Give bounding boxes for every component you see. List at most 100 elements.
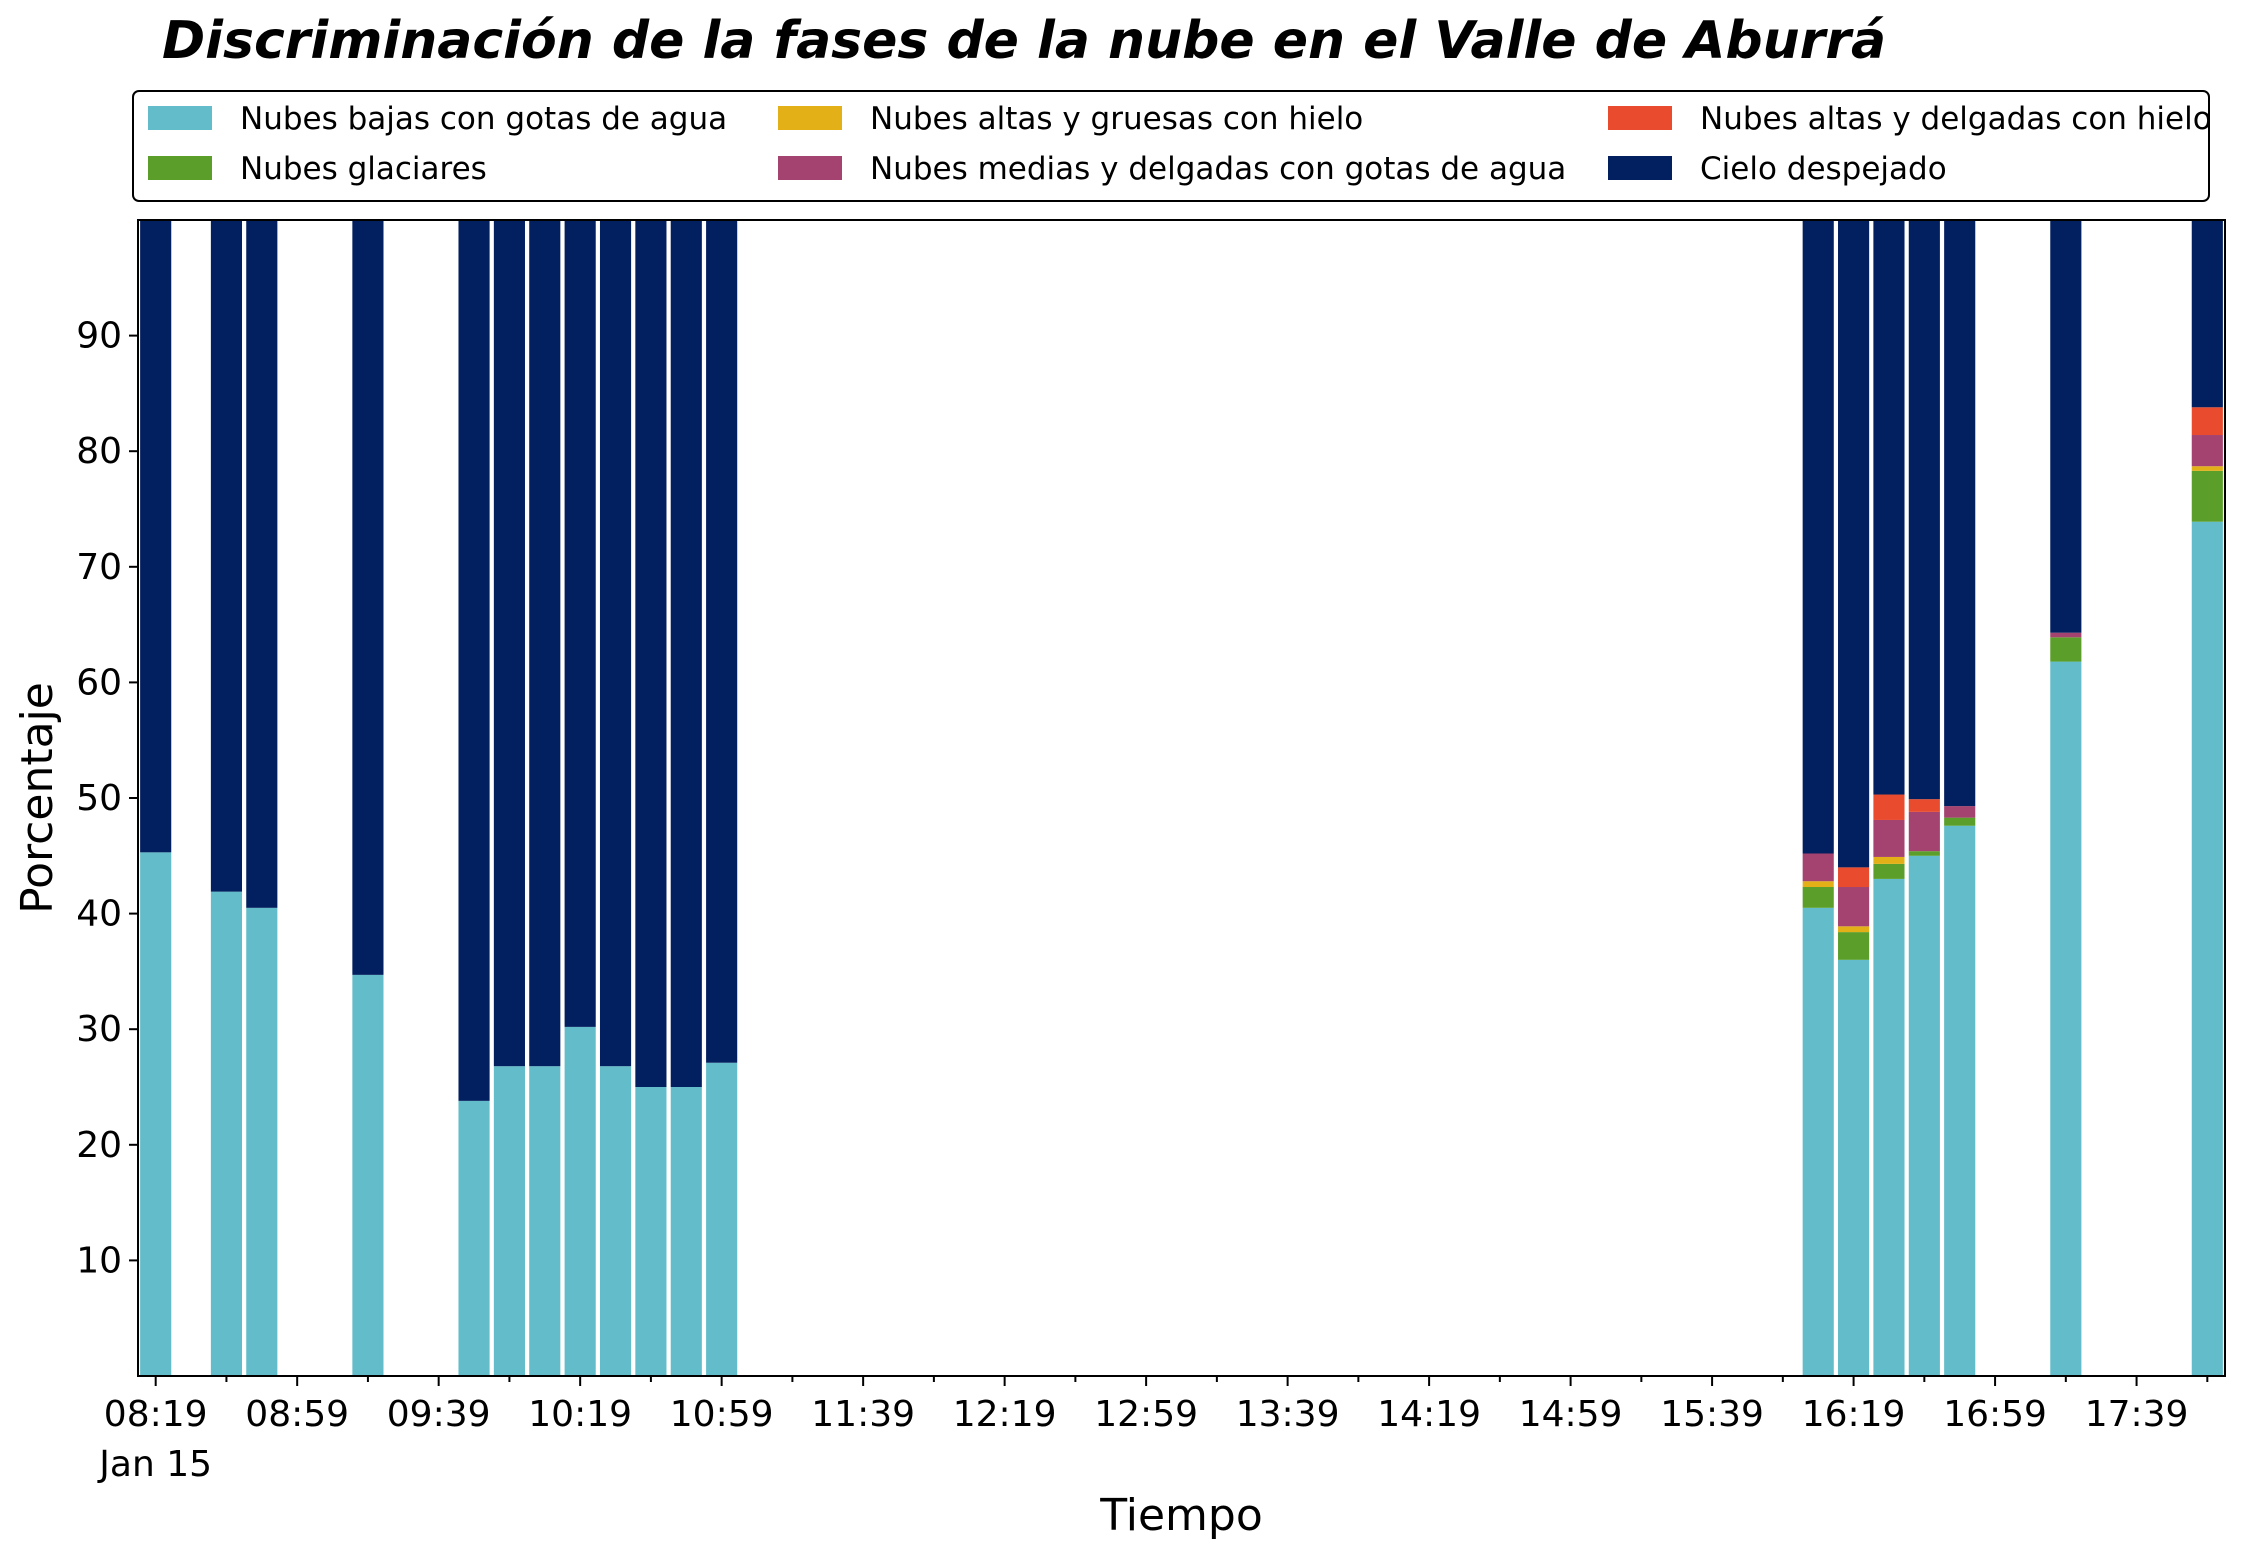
x-tick-label: 10:59 <box>670 1394 774 1435</box>
bar-1609-series-2 <box>1802 881 1834 888</box>
bar-1639-series-5 <box>1908 220 1940 800</box>
bar-1039-series-0 <box>635 1087 667 1376</box>
bar-1009-series-0 <box>529 1066 561 1376</box>
legend-label: Nubes bajas con gotas de agua <box>240 101 727 137</box>
legend-label: Nubes altas y delgadas con hielo <box>1700 101 2212 137</box>
y-tick-label: 70 <box>76 547 122 588</box>
y-tick-label: 20 <box>76 1125 122 1166</box>
bar-0839-series-0 <box>210 891 242 1376</box>
bar-1039-series-5 <box>635 220 667 1087</box>
bar-1719-series-3 <box>2050 632 2082 638</box>
bar-0949-series-5 <box>458 220 490 1101</box>
bar-1049-series-0 <box>670 1087 702 1376</box>
legend-box <box>132 90 2210 202</box>
x-axis-date-label: Jan 15 <box>97 1444 212 1485</box>
y-tick-label: 80 <box>76 431 122 472</box>
x-tick-label: 14:19 <box>1377 1394 1481 1435</box>
bar-1759-series-3 <box>2191 435 2223 467</box>
x-tick-label: 08:59 <box>245 1394 349 1435</box>
bar-0819-series-0 <box>140 852 172 1376</box>
legend-swatch <box>778 106 842 130</box>
bar-1019-series-0 <box>564 1026 596 1376</box>
bar-0839-series-5 <box>210 220 242 892</box>
bar-1619-series-1 <box>1838 932 1870 960</box>
bar-1649-series-3 <box>1944 806 1976 818</box>
chart-title: Discriminación de la fases de la nube en… <box>162 11 1886 71</box>
bar-1609-series-0 <box>1802 907 1834 1376</box>
bar-1629-series-2 <box>1873 856 1905 864</box>
bar-1049-series-5 <box>670 220 702 1087</box>
bar-1629-series-4 <box>1873 794 1905 820</box>
bar-1639-series-3 <box>1908 811 1940 852</box>
bar-1059-series-0 <box>706 1062 738 1376</box>
bar-1609-series-5 <box>1802 220 1834 854</box>
legend-swatch <box>148 106 212 130</box>
bar-1009-series-5 <box>529 220 561 1067</box>
bar-1619-series-2 <box>1838 926 1870 933</box>
x-tick-label: 17:39 <box>2085 1394 2189 1435</box>
x-tick-label: 12:19 <box>953 1394 1057 1435</box>
x-tick-label: 11:39 <box>811 1394 915 1435</box>
legend-swatch <box>148 156 212 180</box>
legend: Nubes bajas con gotas de agua Nubes glaci… <box>132 90 2212 202</box>
bar-1759-series-2 <box>2191 466 2223 471</box>
x-tick-label: 14:59 <box>1519 1394 1623 1435</box>
bar-0819-series-5 <box>140 220 172 853</box>
bar-1649-series-1 <box>1944 817 1976 826</box>
bar-0949-series-0 <box>458 1100 490 1376</box>
x-tick-label: 13:39 <box>1236 1394 1340 1435</box>
legend-label: Nubes altas y gruesas con hielo <box>870 101 1363 137</box>
bar-1649-series-5 <box>1944 220 1976 807</box>
bar-0919-series-5 <box>352 220 384 975</box>
legend-label: Nubes glaciares <box>240 151 487 187</box>
x-tick-label: 08:19 <box>104 1394 208 1435</box>
legend-swatch <box>1608 156 1672 180</box>
x-tick-label: 12:59 <box>1094 1394 1198 1435</box>
bar-0959-series-5 <box>493 220 525 1067</box>
x-tick-label: 15:39 <box>1660 1394 1764 1435</box>
bar-1619-series-3 <box>1838 887 1870 927</box>
bar-1629-series-1 <box>1873 863 1905 879</box>
x-tick-label: 16:59 <box>1943 1394 2047 1435</box>
bar-1619-series-5 <box>1838 220 1870 868</box>
bar-1619-series-0 <box>1838 959 1870 1376</box>
bar-1759-series-1 <box>2191 470 2223 522</box>
legend-swatch <box>778 156 842 180</box>
bar-1629-series-3 <box>1873 819 1905 857</box>
bar-0849-series-0 <box>246 907 278 1376</box>
legend-label: Cielo despejado <box>1700 151 1947 187</box>
bar-1719-series-0 <box>2050 661 2082 1376</box>
y-tick-label: 90 <box>76 316 122 357</box>
bar-1609-series-3 <box>1802 853 1834 882</box>
y-tick-label: 30 <box>76 1009 122 1050</box>
bar-1019-series-5 <box>564 220 596 1027</box>
bar-1059-series-5 <box>706 220 738 1063</box>
bar-1719-series-1 <box>2050 637 2082 662</box>
bar-0919-series-0 <box>352 974 384 1376</box>
y-tick-label: 10 <box>76 1240 122 1281</box>
bar-1759-series-5 <box>2191 220 2223 408</box>
legend-swatch <box>1608 106 1672 130</box>
bar-1629-series-5 <box>1873 220 1905 795</box>
bar-1719-series-5 <box>2050 220 2082 633</box>
bar-1759-series-0 <box>2191 521 2223 1376</box>
y-tick-label: 40 <box>76 894 122 935</box>
x-axis: 08:19 08:59 09:39 10:19 10:59 11:39 12:19 12:59… <box>104 1376 2209 1435</box>
bar-1639-series-4 <box>1908 799 1940 812</box>
bar-1629-series-0 <box>1873 878 1905 1376</box>
bar-1639-series-1 <box>1908 851 1940 856</box>
bar-1759-series-4 <box>2191 407 2223 436</box>
bar-1639-series-0 <box>1908 855 1940 1376</box>
bar-1029-series-0 <box>599 1066 632 1376</box>
bar-1609-series-1 <box>1802 887 1834 908</box>
bar-0849-series-5 <box>246 220 278 908</box>
bar-0959-series-0 <box>493 1066 525 1376</box>
x-tick-label: 09:39 <box>387 1394 491 1435</box>
bars <box>140 220 2223 1376</box>
bar-1649-series-0 <box>1944 825 1976 1376</box>
bar-1029-series-5 <box>599 220 632 1067</box>
y-tick-label: 60 <box>76 662 122 703</box>
y-axis-label: Porcentaje <box>12 682 63 914</box>
x-tick-label: 10:19 <box>528 1394 632 1435</box>
